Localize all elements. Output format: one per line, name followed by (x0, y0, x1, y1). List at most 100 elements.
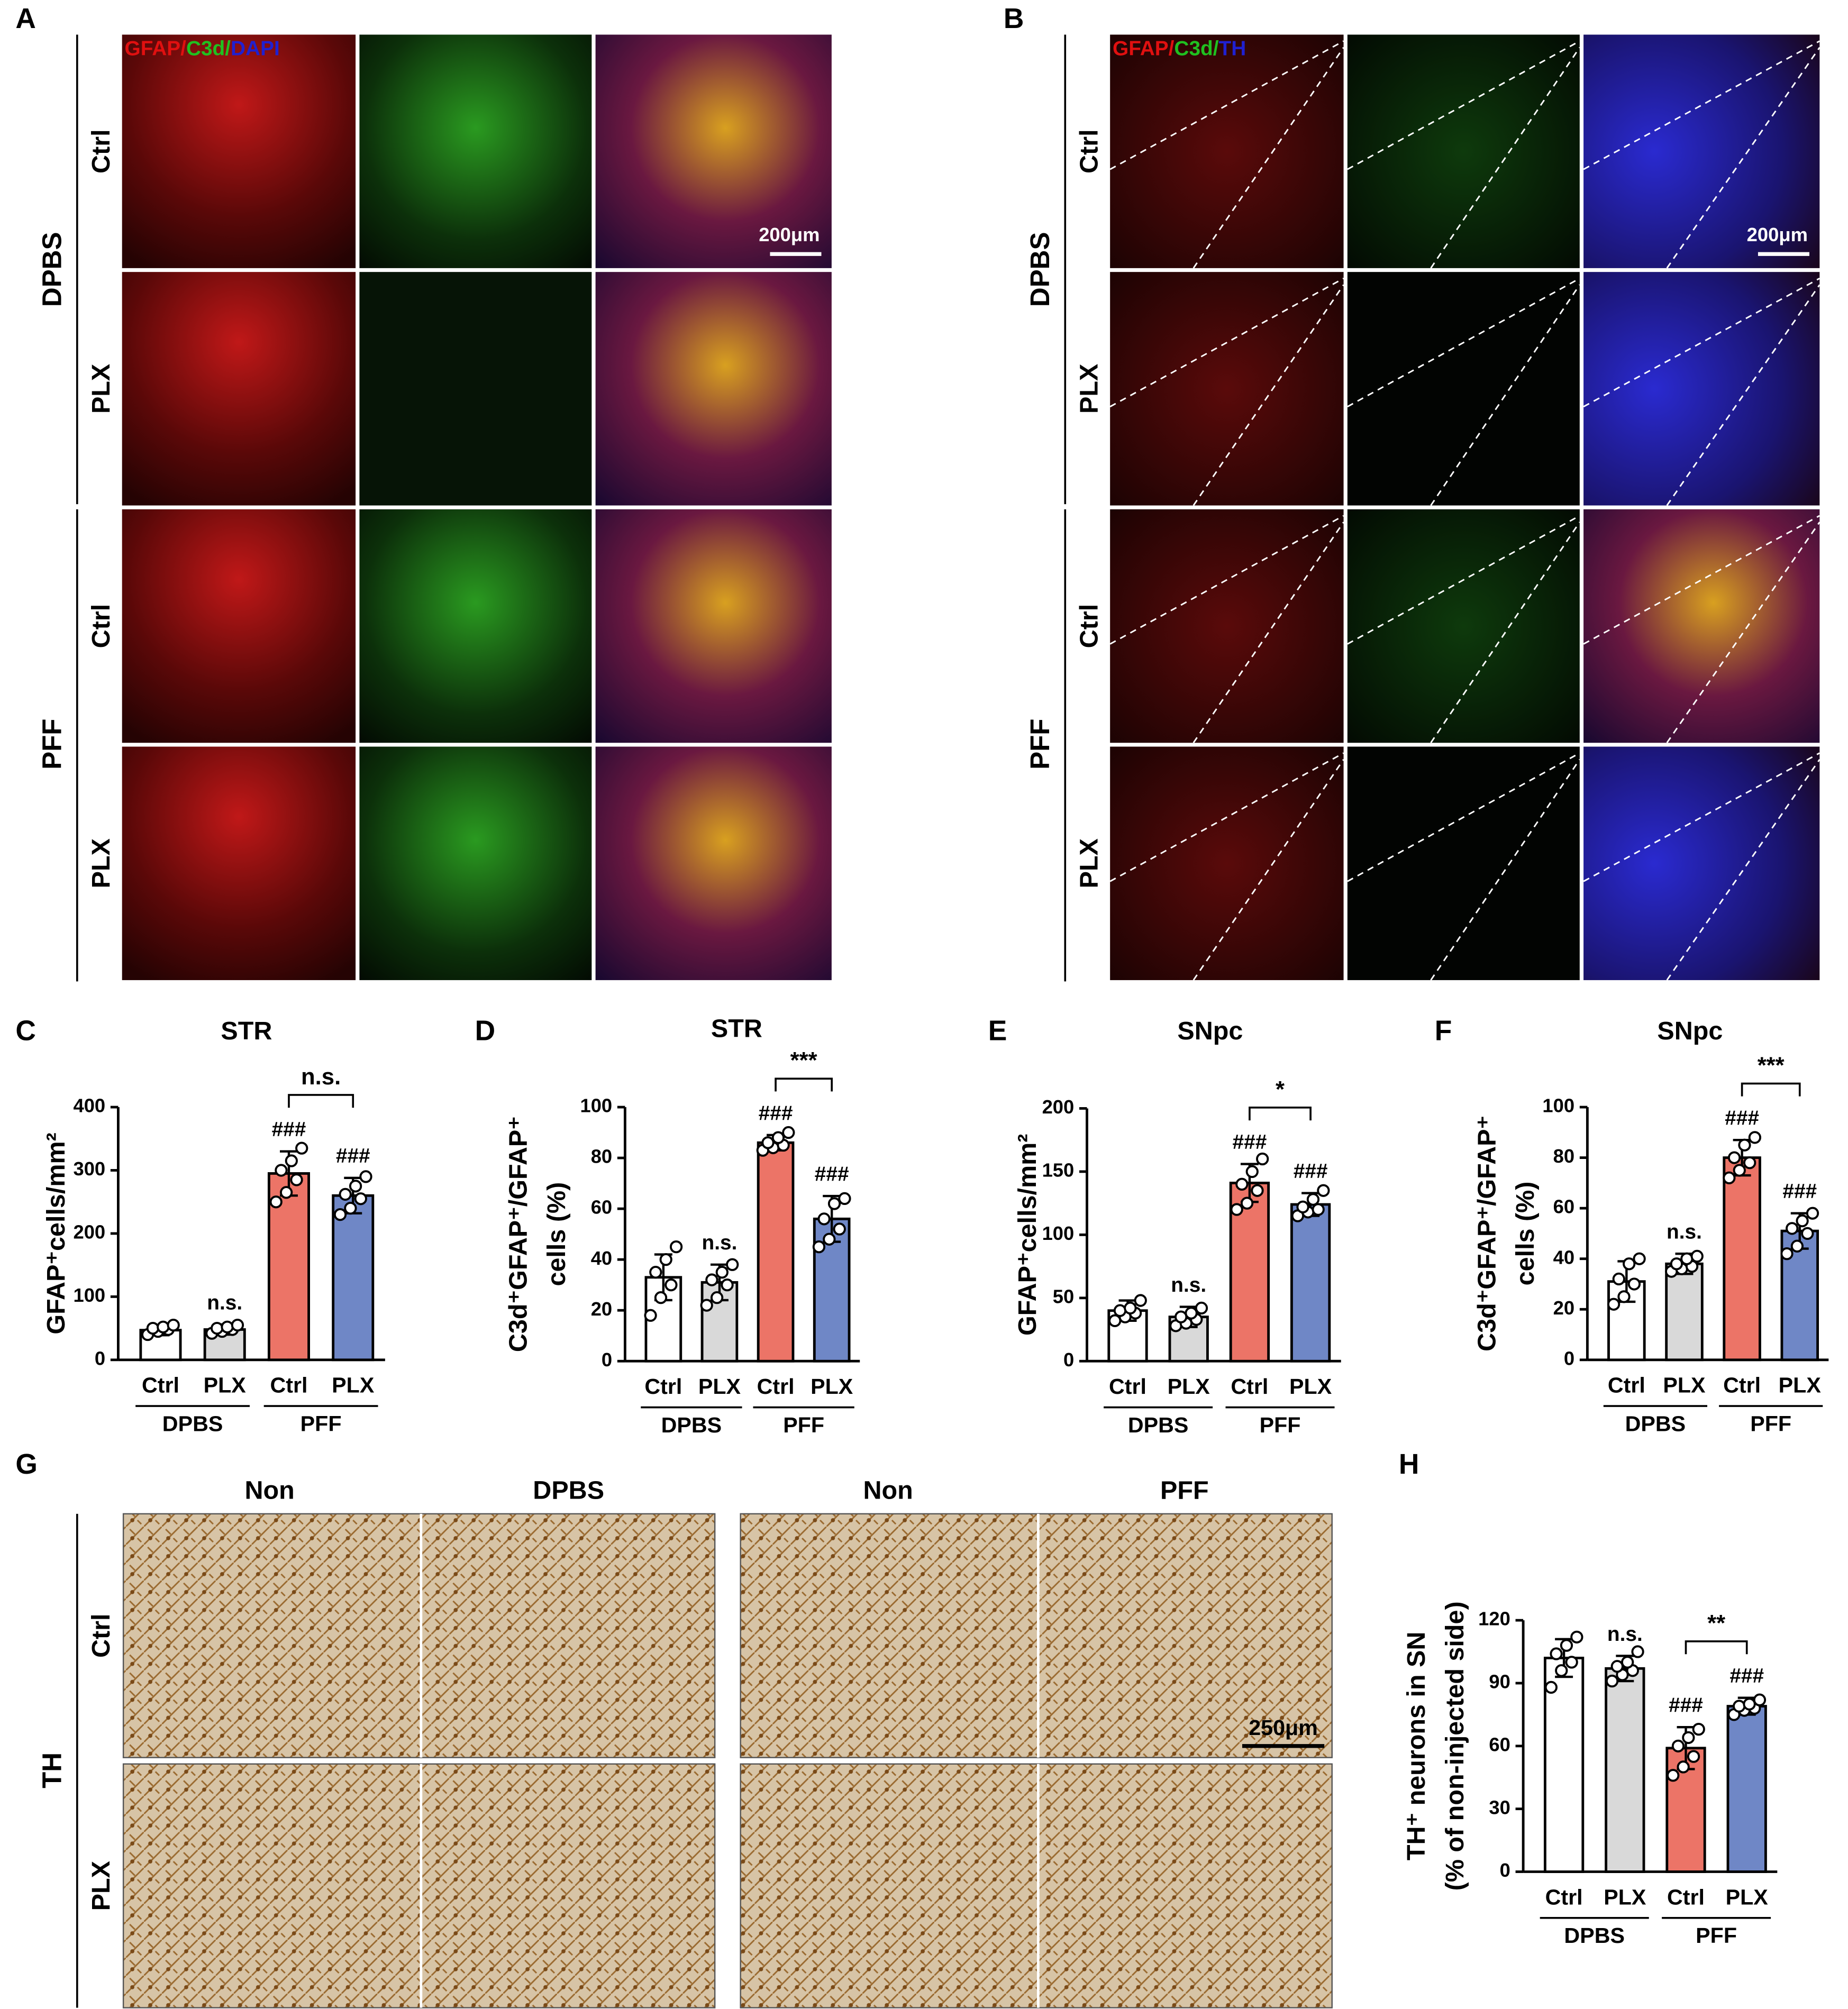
data-point (664, 1279, 678, 1292)
significance-label: ### (272, 1118, 306, 1141)
data-point (1230, 1203, 1243, 1216)
group-label: PFF (783, 1413, 824, 1437)
micrograph (595, 746, 832, 980)
data-point (782, 1126, 795, 1139)
region-outline (1666, 284, 1820, 506)
group-label: DPBS (1625, 1411, 1686, 1436)
micrograph (359, 509, 592, 743)
comparison-bracket (1249, 1107, 1312, 1121)
region-outline (1347, 752, 1580, 882)
group-label: PFF (1750, 1411, 1791, 1436)
data-point (221, 1320, 234, 1334)
row-label: Ctrl (87, 604, 115, 649)
region-outline (1109, 278, 1344, 408)
y-axis-label: C3d⁺GFAP⁺/GFAP⁺ (1472, 1116, 1501, 1351)
y-tick-label: 80 (591, 1146, 612, 1167)
y-tick-label: 0 (1564, 1347, 1574, 1369)
micrograph (122, 1763, 716, 2008)
micrograph (1583, 746, 1820, 980)
data-point (290, 1173, 303, 1186)
x-tick-label: PLX (811, 1374, 853, 1399)
data-point (211, 1321, 224, 1335)
y-tick-label: 20 (1553, 1297, 1574, 1319)
column-label: DPBS (533, 1476, 604, 1504)
data-point (1610, 1660, 1624, 1673)
data-point (817, 1212, 831, 1226)
micrograph (359, 34, 592, 268)
group-label: DPBS (1128, 1413, 1189, 1437)
micrograph (1110, 746, 1344, 980)
x-tick-label: Ctrl (1109, 1374, 1146, 1399)
micrograph (740, 1513, 1333, 1758)
region-outline (1192, 522, 1344, 744)
y-tick-label: 20 (591, 1298, 612, 1320)
data-point (1743, 1697, 1756, 1711)
data-point (1108, 1314, 1122, 1327)
micrograph (122, 272, 356, 506)
panel-letter: B (1004, 3, 1024, 34)
data-point (146, 1321, 160, 1335)
micrograph (122, 1513, 716, 1758)
data-point (285, 1154, 298, 1167)
data-point (659, 1253, 672, 1266)
data-point (1801, 1227, 1814, 1240)
panel-letter: G (15, 1449, 38, 1480)
x-tick-label: Ctrl (1231, 1374, 1268, 1399)
data-point (1677, 1760, 1690, 1774)
region-outline (1192, 47, 1344, 269)
data-point (1240, 1197, 1254, 1210)
data-point (1623, 1257, 1636, 1271)
y-tick-label: 100 (1042, 1222, 1075, 1244)
y-tick-label: 0 (95, 1347, 105, 1369)
chart-title: SNpc (1177, 1017, 1243, 1045)
data-point (1748, 1131, 1762, 1144)
group-label: DPBS (661, 1413, 722, 1437)
column-label: PFF (1160, 1476, 1209, 1504)
chart-title: STR (221, 1017, 272, 1045)
data-point (833, 1222, 846, 1236)
group-label: DPBS (1564, 1923, 1625, 1948)
y-tick-label: 0 (1500, 1859, 1510, 1881)
significance-label: ### (759, 1102, 793, 1125)
micrograph (595, 509, 832, 743)
panel-letter: E (988, 1015, 1007, 1046)
data-point (654, 1291, 668, 1304)
y-tick-label: 40 (591, 1247, 612, 1269)
y-axis-label: C3d⁺GFAP⁺/GFAP⁺ (504, 1116, 532, 1352)
stain-legend: GFAP/C3d/DAPI (125, 38, 280, 60)
data-point (1317, 1184, 1330, 1197)
data-point (823, 1232, 836, 1246)
region-outline (1192, 284, 1344, 506)
x-tick-label: PLX (698, 1374, 741, 1399)
y-tick-label: 150 (1042, 1159, 1075, 1181)
scale-bar-label: 200μm (1747, 224, 1808, 245)
panel-letter: D (475, 1015, 496, 1046)
y-axis-label: TH⁺ neurons in SN (1402, 1632, 1431, 1860)
x-tick-label: Ctrl (270, 1373, 307, 1398)
x-tick-label: PLX (332, 1373, 375, 1398)
comparison-label: n.s. (301, 1064, 341, 1090)
y-tick-label: 90 (1489, 1671, 1510, 1693)
micrograph (359, 272, 592, 506)
y-tick-label: 30 (1489, 1796, 1510, 1818)
region-outline (1583, 515, 1820, 645)
data-point (1565, 1656, 1578, 1669)
y-tick-label: 300 (73, 1158, 105, 1180)
column-label: Non (863, 1476, 913, 1504)
group-label: DPBS (37, 232, 67, 307)
y-tick-label: 0 (1063, 1349, 1074, 1371)
data-point (705, 1273, 718, 1286)
panel-letter: F (1435, 1015, 1452, 1046)
row-label: Ctrl (1075, 604, 1104, 649)
bar (757, 1141, 795, 1363)
x-tick-label: Ctrl (1545, 1885, 1583, 1909)
data-point (1671, 1739, 1685, 1752)
region-outline (1109, 752, 1344, 882)
row-label: PLX (1075, 364, 1104, 414)
comparison-label: * (1276, 1076, 1285, 1102)
row-label: Ctrl (1075, 129, 1104, 173)
bar (1723, 1156, 1761, 1362)
data-point (715, 1266, 729, 1279)
group-label: PFF (1260, 1413, 1301, 1437)
